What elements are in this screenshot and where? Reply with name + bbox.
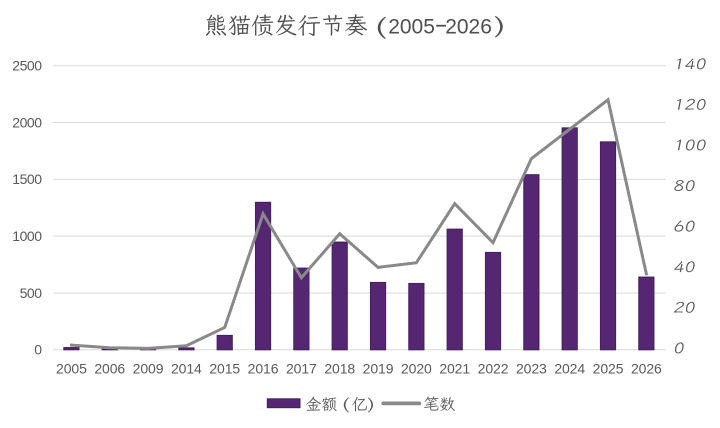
svg-text:2023: 2023 xyxy=(516,360,547,376)
svg-text:1500: 1500 xyxy=(12,171,42,187)
svg-text:2006: 2006 xyxy=(94,360,125,376)
svg-text:2017: 2017 xyxy=(286,360,317,376)
svg-text:500: 500 xyxy=(20,285,43,301)
svg-text:2019: 2019 xyxy=(363,360,394,376)
svg-text:2020: 2020 xyxy=(401,360,432,376)
svg-text:2025: 2025 xyxy=(593,360,624,376)
svg-text:2016: 2016 xyxy=(248,360,279,376)
svg-text:2026: 2026 xyxy=(445,15,492,38)
svg-text:2018: 2018 xyxy=(324,360,355,376)
svg-text:2026: 2026 xyxy=(631,360,662,376)
svg-text:1000: 1000 xyxy=(12,228,42,244)
svg-text:2014: 2014 xyxy=(171,360,202,376)
svg-text:2024: 2024 xyxy=(554,360,585,376)
svg-text:2009: 2009 xyxy=(133,360,164,376)
svg-text:2005: 2005 xyxy=(56,360,87,376)
svg-text:2005: 2005 xyxy=(388,15,435,38)
svg-text:2500: 2500 xyxy=(12,58,42,74)
svg-text:2015: 2015 xyxy=(209,360,240,376)
svg-text:2022: 2022 xyxy=(478,360,509,376)
svg-text:2000: 2000 xyxy=(12,114,42,130)
svg-text:0: 0 xyxy=(34,342,42,358)
svg-text:2021: 2021 xyxy=(439,360,470,376)
